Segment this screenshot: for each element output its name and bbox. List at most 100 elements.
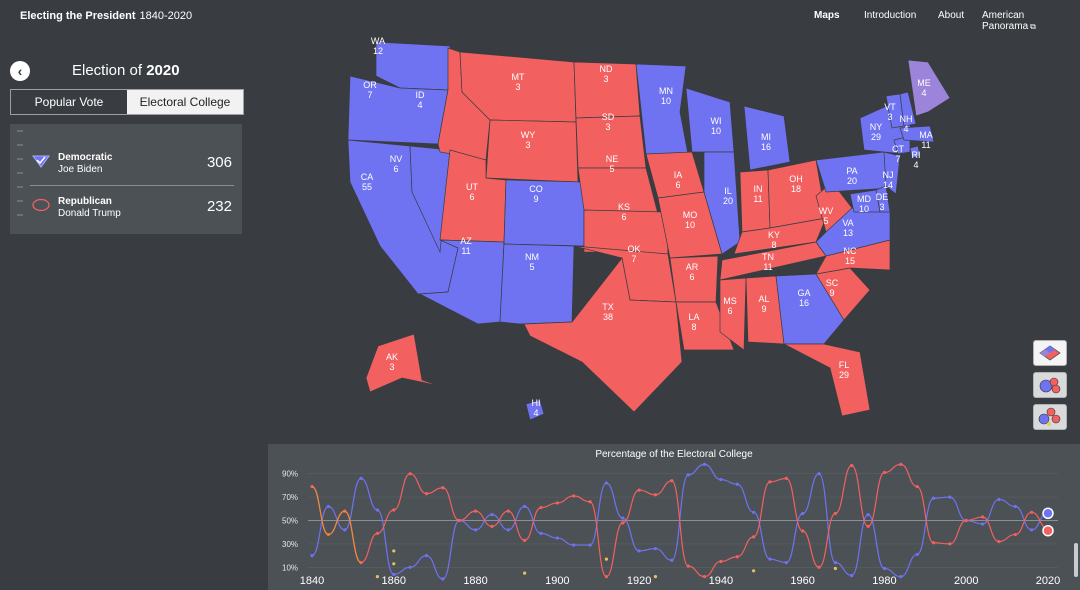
data-point[interactable] [997, 497, 1001, 502]
state-il[interactable] [703, 151, 741, 255]
data-point[interactable] [408, 565, 412, 569]
electoral-percentage-chart[interactable]: 10% 30% 50% 70% 90% 1840 1860 1880 1900 1920 1940 1… [268, 444, 1080, 590]
data-point[interactable] [572, 543, 576, 547]
bubble-view-button[interactable] [1033, 372, 1067, 398]
result-row-democratic[interactable]: Democratic Joe Biden 306 [10, 150, 242, 180]
nav-panorama-label[interactable]: American Panorama [982, 10, 1029, 32]
state-ri[interactable] [909, 145, 921, 159]
data-point[interactable] [948, 495, 952, 499]
state-fl[interactable] [783, 343, 871, 417]
data-point[interactable] [375, 531, 380, 535]
data-point[interactable] [392, 508, 396, 512]
current-rep-marker[interactable] [1042, 524, 1054, 537]
data-point[interactable] [572, 494, 576, 498]
tab-electoral-college[interactable]: Electoral College [127, 90, 243, 114]
timeline-scrollbar[interactable] [1074, 543, 1078, 577]
data-point[interactable] [392, 572, 396, 576]
data-point[interactable] [817, 565, 821, 569]
electoral-map[interactable]: WA12OR7CA55NV6ID4MT3WY3UT6CO9AZ11NM5ND3S… [330, 32, 970, 432]
data-point[interactable] [784, 561, 788, 565]
state-nv[interactable] [409, 145, 451, 254]
state-ga[interactable] [775, 273, 845, 345]
state-md[interactable] [849, 189, 881, 213]
site-title[interactable]: Electing the President 1840-2020 [20, 10, 192, 22]
back-button[interactable]: ‹ [10, 61, 30, 81]
data-point[interactable] [1013, 532, 1017, 537]
state-ak[interactable] [365, 333, 441, 393]
data-point[interactable] [653, 493, 658, 497]
data-point[interactable] [997, 539, 1001, 544]
data-point[interactable] [752, 510, 756, 514]
data-point[interactable] [768, 480, 772, 484]
data-point[interactable] [457, 518, 461, 523]
brand-name[interactable]: Electing the President [20, 10, 136, 22]
data-point[interactable] [604, 481, 608, 485]
nav-about[interactable]: About [938, 10, 965, 21]
data-point[interactable] [735, 482, 739, 486]
data-point[interactable] [653, 546, 658, 551]
data-point[interactable] [670, 558, 674, 562]
data-point[interactable] [604, 575, 608, 579]
data-point[interactable] [621, 521, 625, 525]
data-point[interactable] [506, 528, 510, 532]
data-point[interactable] [424, 491, 429, 496]
state-hi[interactable] [525, 399, 545, 421]
data-point[interactable] [882, 470, 887, 475]
state-ma[interactable] [899, 125, 935, 143]
data-point[interactable] [735, 555, 739, 559]
state-mi[interactable] [743, 105, 791, 171]
data-point[interactable] [980, 522, 985, 526]
state-la[interactable] [675, 301, 735, 351]
data-point[interactable] [375, 508, 380, 512]
third-party-point[interactable] [523, 571, 527, 575]
data-point[interactable] [523, 504, 527, 509]
result-row-republican[interactable]: Republican Donald Trump 232 [10, 194, 242, 224]
data-point[interactable] [833, 561, 837, 565]
data-point[interactable] [539, 506, 543, 510]
data-point[interactable] [702, 462, 707, 466]
data-point[interactable] [980, 515, 985, 519]
data-point[interactable] [866, 513, 870, 517]
third-party-point[interactable] [833, 566, 837, 571]
data-point[interactable] [424, 554, 429, 558]
data-point[interactable] [539, 531, 543, 535]
data-point[interactable] [555, 536, 559, 540]
data-point[interactable] [555, 501, 559, 505]
third-party-point[interactable] [375, 575, 380, 579]
data-point[interactable] [1013, 504, 1017, 509]
data-point[interactable] [784, 476, 788, 480]
state-wa[interactable] [375, 41, 451, 91]
state-tx[interactable] [523, 257, 683, 413]
data-point[interactable] [359, 476, 363, 480]
tab-popular-vote[interactable]: Popular Vote [11, 90, 127, 114]
third-party-point[interactable] [653, 575, 658, 579]
data-point[interactable] [850, 573, 854, 578]
data-point[interactable] [882, 566, 887, 571]
data-point[interactable] [523, 538, 527, 542]
data-point[interactable] [637, 549, 641, 553]
data-point[interactable] [637, 488, 641, 492]
nav-maps[interactable]: Maps [814, 10, 840, 21]
data-point[interactable] [408, 472, 412, 476]
state-co[interactable] [503, 179, 585, 247]
data-point[interactable] [948, 542, 952, 546]
data-point[interactable] [506, 509, 510, 513]
third-party-point[interactable] [604, 557, 608, 561]
data-point[interactable] [915, 484, 919, 489]
data-point[interactable] [931, 496, 936, 500]
data-point[interactable] [899, 575, 903, 579]
data-point[interactable] [686, 473, 690, 477]
data-point[interactable] [490, 524, 494, 528]
data-point[interactable] [899, 462, 903, 466]
data-point[interactable] [801, 511, 805, 516]
map-view-button[interactable] [1033, 340, 1067, 366]
data-point[interactable] [473, 528, 478, 532]
state-nh[interactable] [899, 91, 917, 127]
data-point[interactable] [441, 577, 445, 581]
data-point[interactable] [719, 477, 723, 482]
data-point[interactable] [801, 529, 805, 533]
state-nc[interactable] [815, 239, 891, 275]
data-point[interactable] [326, 504, 330, 509]
data-point[interactable] [719, 559, 723, 564]
data-point[interactable] [441, 486, 445, 490]
